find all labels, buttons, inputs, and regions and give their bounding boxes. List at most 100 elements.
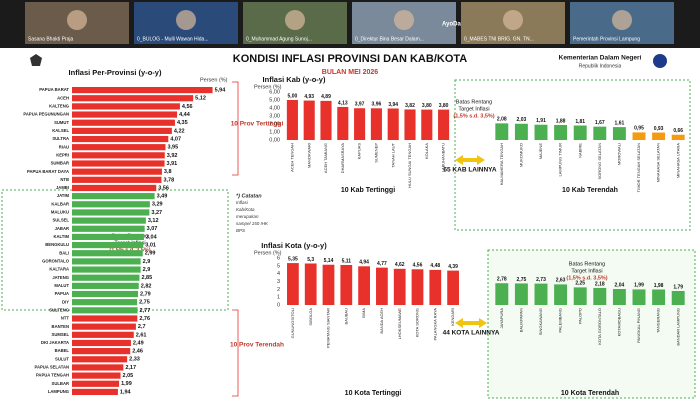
bar (340, 264, 353, 305)
arrow (455, 155, 485, 165)
category-label: PALOPO (577, 308, 582, 324)
category-label: GORONTALO (42, 259, 70, 264)
bar (72, 258, 141, 265)
value-label: 4,56 (182, 104, 193, 110)
value-label: 1,79 (673, 284, 683, 290)
category-label: MALUT (54, 283, 69, 288)
bar (370, 108, 382, 140)
note: merupakan (236, 214, 259, 219)
bar (72, 323, 136, 330)
category-label: LHOKSEUMAWE (397, 308, 402, 340)
category-label: KOTA SORONG (415, 308, 420, 337)
participant-overlay: AyoDagang (442, 22, 475, 28)
value-label: 4,93 (304, 94, 314, 100)
value-label: 2,75 (517, 277, 527, 283)
category-label: PALEMBANG (558, 308, 563, 333)
x-label: 10 Kab Terendah (562, 187, 618, 194)
category-label: SUMUT (54, 120, 69, 125)
category-label: BALI (59, 250, 69, 255)
bar (632, 289, 646, 305)
category-label: TANGERANG (656, 308, 661, 333)
bar (72, 274, 140, 281)
bar (72, 241, 144, 249)
note: Inflasi (236, 200, 249, 205)
category-label: JABAR (55, 226, 69, 231)
category-label: NTT (61, 316, 70, 321)
value-label: 4,07 (170, 136, 181, 142)
y-tick-label: 6,00 (269, 89, 280, 95)
value-label: 4,35 (177, 120, 188, 126)
x-label: 10 Kota Terendah (561, 390, 619, 397)
category-label: PANGKAL PINANG (636, 308, 641, 343)
category-label: MAJENE (538, 143, 543, 160)
participant-name: Sasana Bhakti Praja (28, 36, 74, 42)
bar (72, 209, 150, 216)
value-label: 2,49 (133, 340, 144, 346)
bar (337, 106, 349, 140)
participant-name: Pemerintah Provinsi Lampung (573, 36, 640, 42)
category-label: BANDA ACEH (379, 308, 384, 334)
target-label: (1,5% s.d. 3,5%) (566, 275, 607, 281)
bar (72, 233, 144, 241)
value-label: 2,46 (132, 349, 143, 355)
target-label: (1,5% s.d. 3,5%) (453, 113, 494, 119)
bar (72, 290, 139, 298)
value-label: 3,04 (146, 234, 158, 240)
category-label: SIBOLGA (308, 308, 313, 326)
y-tick-label: 4 (277, 271, 280, 277)
bar (72, 225, 145, 232)
bar (429, 269, 442, 305)
value-label: 3,78 (163, 177, 174, 183)
y-tick-label: 4,00 (269, 105, 280, 111)
bar (72, 380, 120, 387)
value-label: 1,88 (556, 118, 566, 124)
value-label: 5,00 (288, 93, 298, 99)
y-tick-label: 6 (277, 255, 280, 261)
chart-title: Inflasi Kab (y-o-y) (263, 75, 326, 84)
bar (495, 283, 509, 305)
target-box (454, 79, 691, 231)
category-label: PEMATANG SIANTAR (326, 308, 331, 348)
bar (287, 263, 299, 305)
bar (322, 264, 335, 305)
value-label: 5,12 (195, 96, 206, 102)
category-label: NTB (60, 177, 69, 182)
value-label: 5,94 (215, 88, 227, 94)
value-label: 3,29 (152, 202, 163, 208)
target-box (487, 249, 696, 399)
value-label: 2,99 (145, 251, 156, 257)
category-label: MINAHASA SELATAN (656, 143, 661, 183)
bar (303, 100, 315, 140)
value-label: 2,9 (143, 259, 151, 265)
value-label: 5,14 (324, 258, 334, 264)
value-label: 1,99 (634, 283, 644, 289)
category-label: BANDAR LAMPUNG (675, 308, 680, 346)
category-label: SULTENG (49, 307, 69, 312)
bar (72, 184, 157, 192)
category-label: BANTEN (52, 324, 69, 329)
value-label: 1,67 (595, 120, 605, 126)
bar (632, 132, 646, 140)
value-label: 4,62 (395, 262, 405, 268)
value-label: 1,94 (120, 389, 132, 395)
axis-label: Persen (%) (254, 250, 282, 256)
bar (72, 266, 141, 273)
value-label: 1,81 (575, 119, 585, 125)
category-label: KALTENG (49, 104, 69, 109)
annotation: 10 Prov Tertinggi (231, 121, 284, 128)
value-label: 3,49 (157, 194, 168, 200)
bar (72, 299, 138, 306)
slide-subtitle: BULAN MEI 2026 (322, 69, 379, 76)
value-label: 0,66 (673, 128, 683, 134)
category-label: BABEL (55, 348, 70, 353)
value-label: 3,92 (167, 153, 178, 159)
bar (72, 95, 194, 102)
category-label: KALTARA (49, 267, 69, 272)
value-label: 3,96 (372, 102, 382, 108)
value-label: 2,73 (536, 277, 546, 283)
value-label: 2,33 (129, 357, 140, 363)
category-label: BALIKPAPAN (518, 308, 523, 332)
category-label: KALTIM (53, 234, 69, 239)
y-tick-label: 0,00 (269, 137, 280, 143)
bar (495, 123, 509, 140)
